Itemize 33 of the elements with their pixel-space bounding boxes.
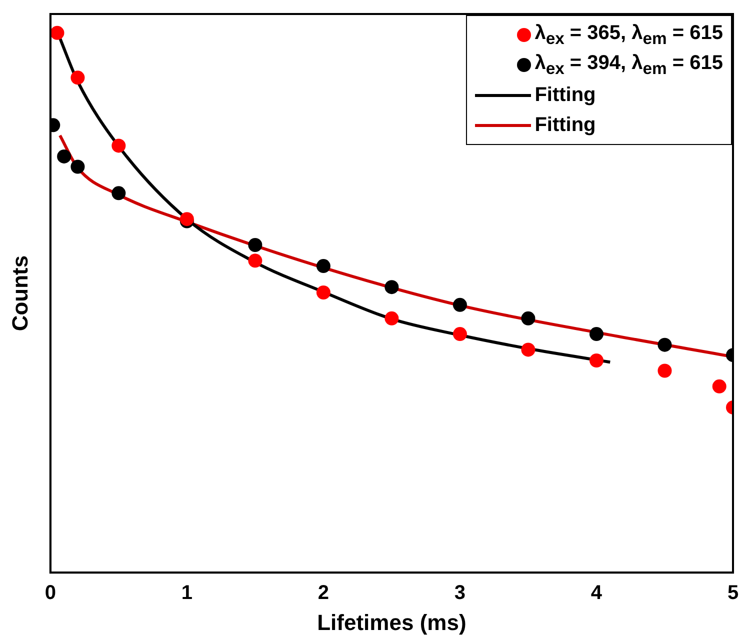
point [658,338,672,352]
point [316,259,330,274]
point [589,353,604,368]
x-tick-label: 5 [727,582,739,604]
point [521,311,536,326]
x-tick-label: 3 [454,582,466,604]
point [452,327,467,342]
point [589,327,604,342]
point [658,364,672,378]
point [521,342,536,357]
legend-label: Fitting [534,84,596,106]
point [112,186,126,200]
x-tick-label: 2 [318,582,330,604]
point [316,285,330,300]
x-tick-label: 1 [181,582,192,604]
x-tick-label: 0 [44,582,56,604]
point [248,254,262,268]
point [452,298,467,312]
point [712,379,726,394]
point [384,311,399,326]
y-axis-title: Counts [7,255,32,332]
legend-label: Fitting [534,114,596,136]
legend-label: λ$_{ex}$ = 365, λ$_{em}$ = 615 [534,22,723,48]
point [50,26,64,40]
point [384,280,399,294]
point [112,138,126,153]
x-tick-label: 4 [590,582,603,604]
point [57,149,72,164]
point [70,70,85,85]
point [70,160,85,174]
x-axis-title: Lifetimes (ms) [317,610,466,635]
point [248,238,262,252]
legend-label: λ$_{ex}$ = 394, λ$_{em}$ = 615 [534,52,723,78]
